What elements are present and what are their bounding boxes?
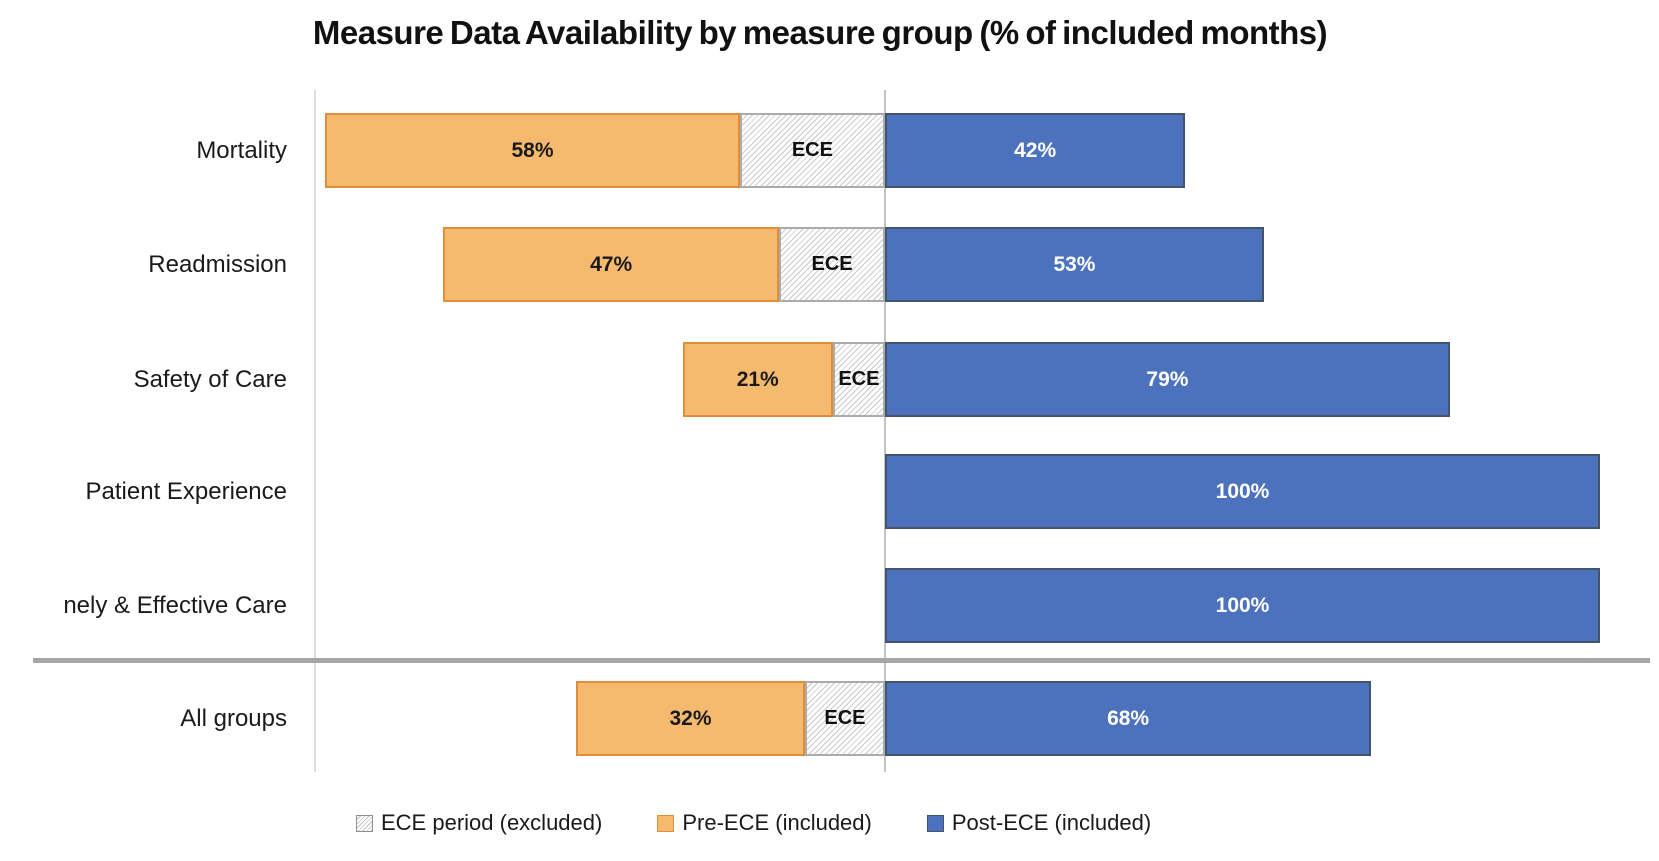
bar-segment-post-ece: 53%	[885, 227, 1264, 302]
bar-segment-ece: ECE	[739, 113, 885, 188]
bar-segment-pre-ece: 21%	[682, 342, 833, 417]
bar-value-label: 47%	[590, 252, 633, 276]
bar-segment-pre-ece: 47%	[443, 227, 780, 302]
group-divider-line	[33, 658, 1650, 663]
category-label: Readmission	[148, 250, 287, 278]
ece-hatch-swatch-icon	[356, 814, 373, 832]
legend-item-ece: ECE period (excluded)	[356, 810, 602, 836]
bar-value-label: 100%	[1215, 593, 1270, 617]
category-label: Safety of Care	[133, 365, 287, 393]
bar-value-label: 68%	[1107, 706, 1150, 730]
legend-label: ECE period (excluded)	[381, 810, 603, 835]
bar-segment-post-ece: 68%	[885, 681, 1372, 756]
category-label: All groups	[180, 704, 287, 732]
bar-segment-post-ece: 79%	[885, 342, 1450, 417]
category-label: Mortality	[196, 136, 287, 164]
legend-item-post: Post-ECE (included)	[926, 810, 1152, 836]
bar-value-label: 42%	[1014, 138, 1057, 162]
bar-segment-ece: ECE	[779, 227, 885, 302]
category-label: nely & Effective Care	[63, 591, 287, 619]
bar-value-label: 53%	[1053, 252, 1096, 276]
axis-zero-line	[884, 90, 886, 772]
bar-segment-ece: ECE	[804, 681, 885, 756]
bar-segment-pre-ece: 32%	[576, 681, 805, 756]
bar-value-label: 100%	[1215, 479, 1270, 503]
bar-segment-pre-ece: 58%	[325, 113, 740, 188]
category-label: Patient Experience	[85, 477, 287, 505]
bar-value-label: 32%	[669, 706, 712, 730]
bar-segment-post-ece: 42%	[885, 113, 1186, 188]
legend: ECE period (excluded) Pre-ECE (included)…	[356, 810, 1151, 836]
bar-segment-post-ece: 100%	[885, 454, 1600, 529]
gridline-left	[314, 90, 316, 772]
legend-label: Post-ECE (included)	[951, 810, 1152, 835]
legend-label: Pre-ECE (included)	[682, 810, 872, 835]
bar-value-label: ECE	[838, 368, 880, 390]
pre-ece-swatch-icon	[657, 814, 675, 832]
chart-title: Measure Data Availability by measure gro…	[312, 14, 1328, 51]
bar-value-label: ECE	[791, 139, 833, 161]
bar-value-label: 21%	[736, 367, 779, 391]
bar-value-label: ECE	[824, 707, 866, 729]
bar-value-label: ECE	[811, 253, 853, 275]
bar-segment-post-ece: 100%	[885, 568, 1600, 643]
bar-value-label: 58%	[511, 138, 554, 162]
legend-item-pre: Pre-ECE (included)	[657, 810, 872, 836]
post-ece-swatch-icon	[926, 814, 944, 832]
bar-segment-ece: ECE	[832, 342, 885, 417]
bar-value-label: 79%	[1146, 367, 1189, 391]
